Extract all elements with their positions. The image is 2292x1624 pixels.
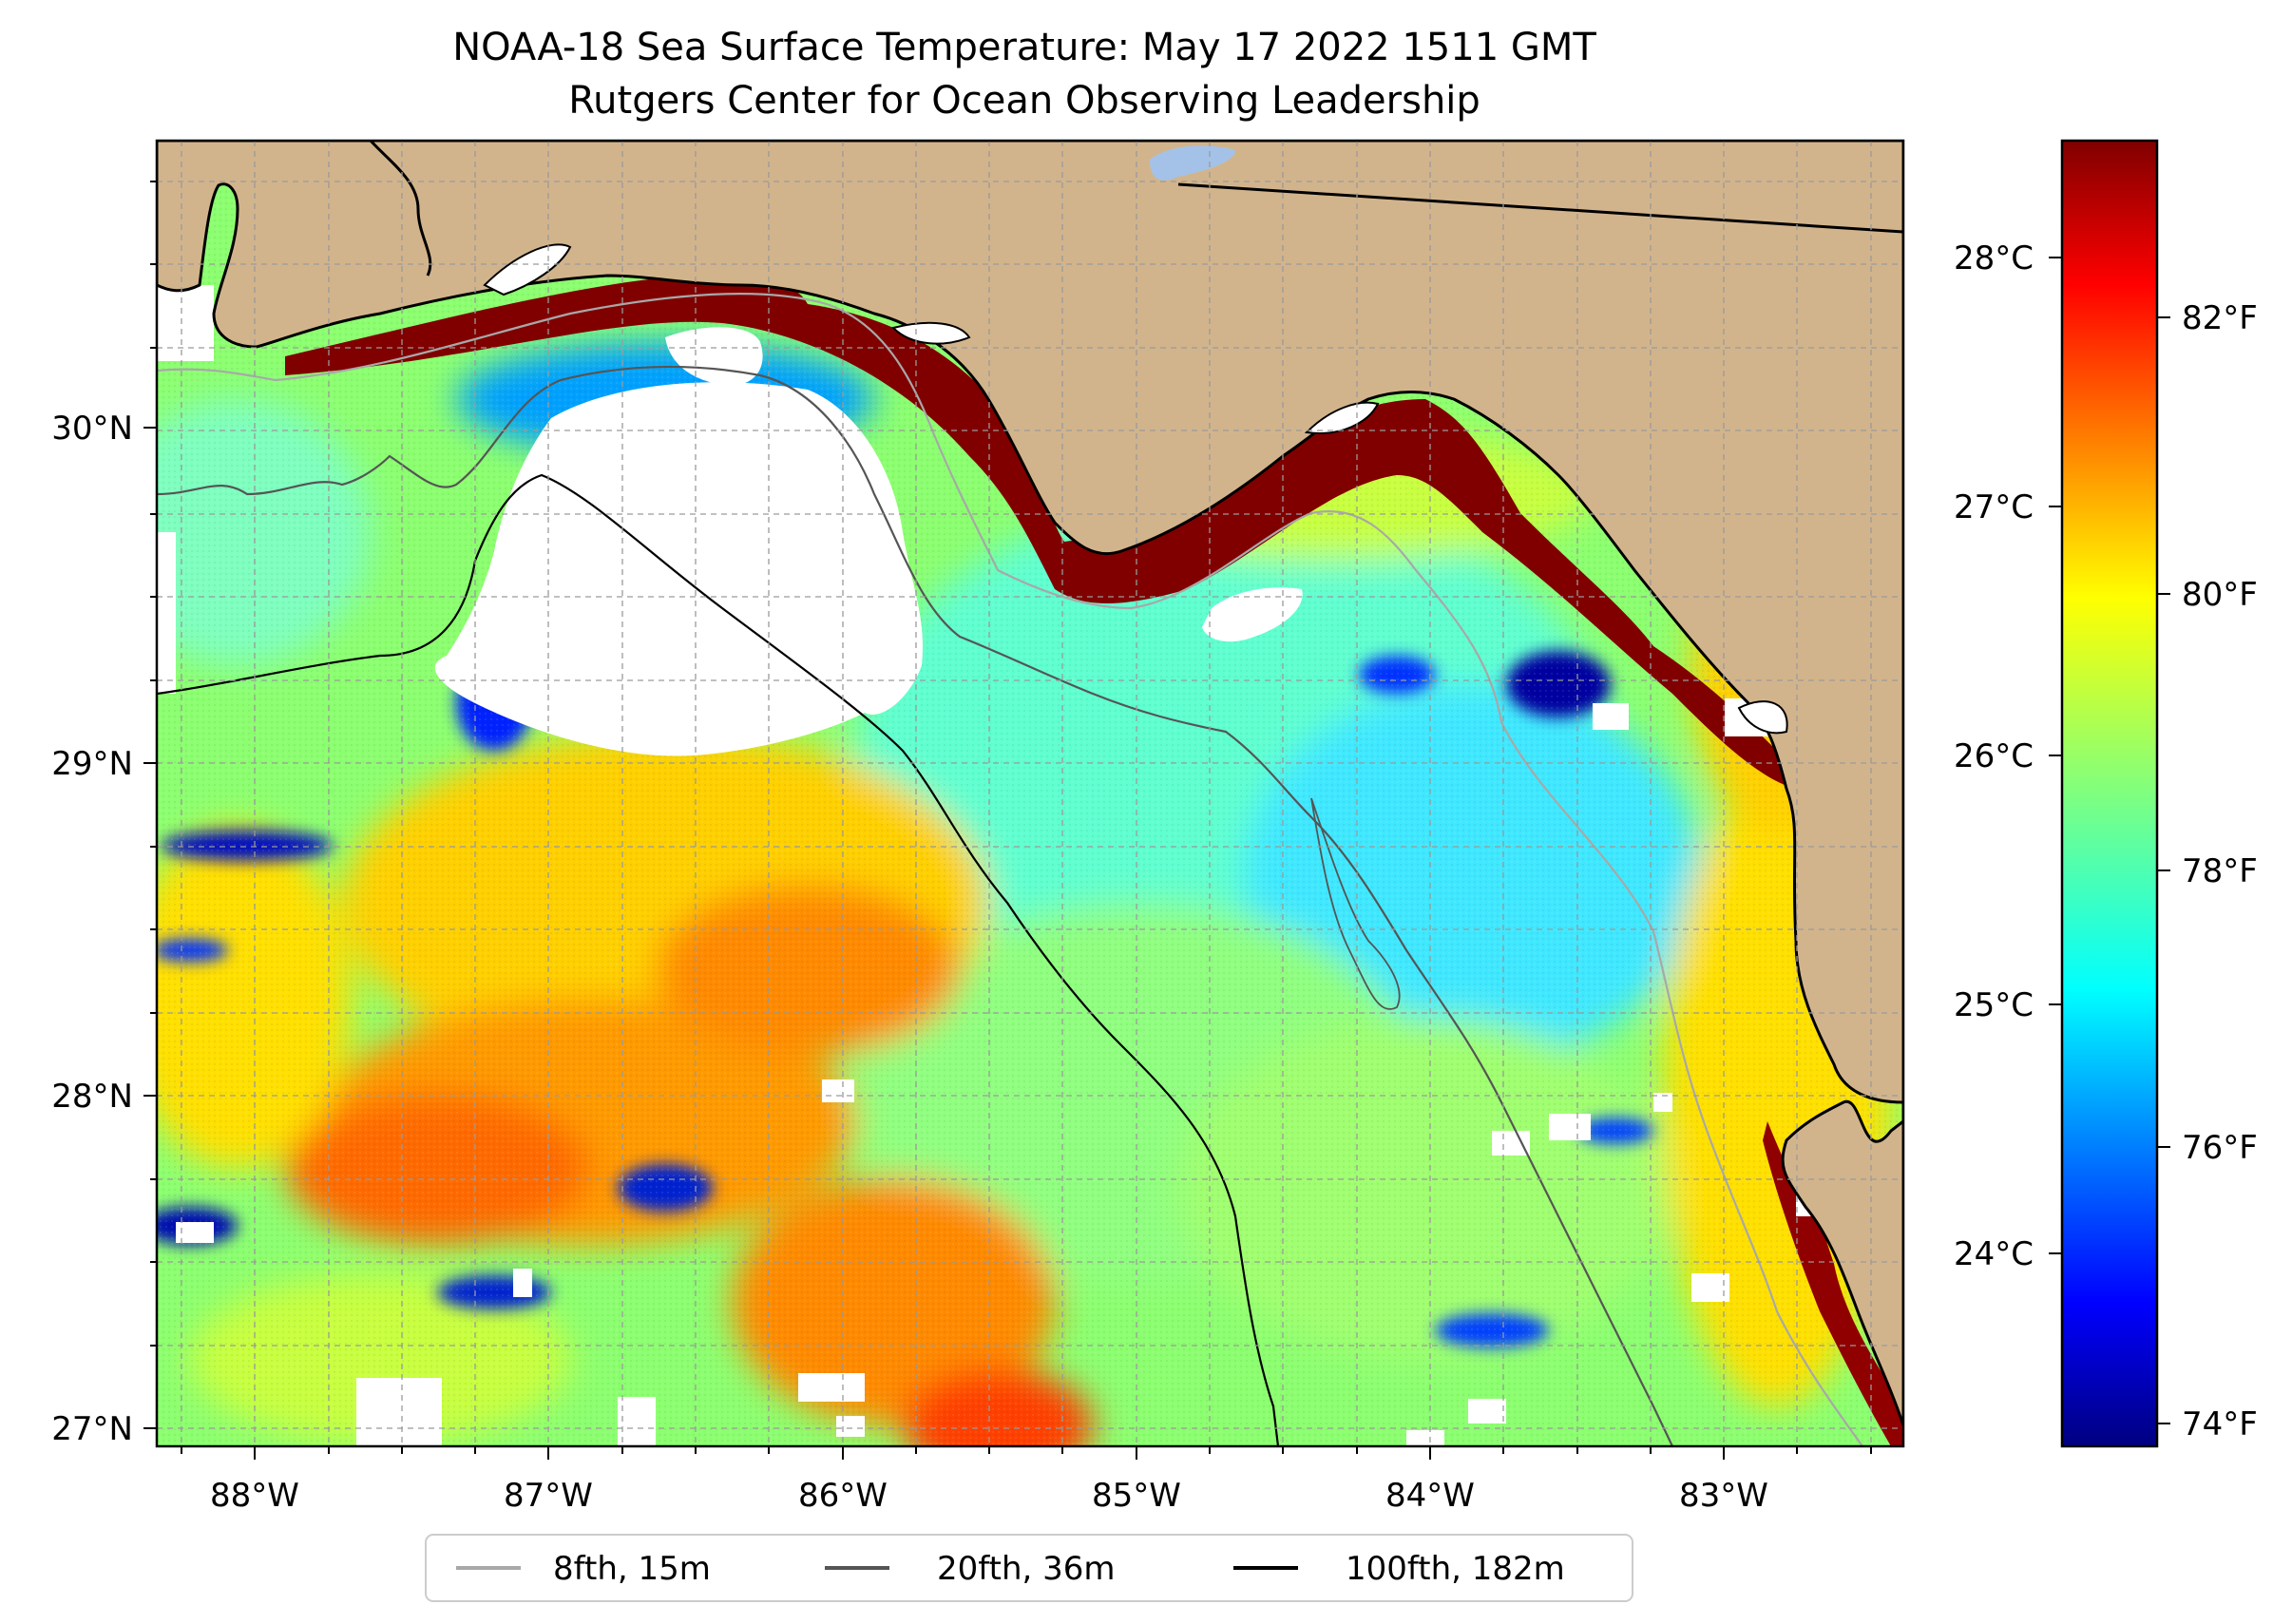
fahrenheit-label: 78°F [2182, 852, 2258, 890]
lon-tick-label: 86°W [798, 1477, 888, 1515]
fahrenheit-label: 74°F [2182, 1405, 2258, 1443]
colorbar [2060, 139, 2159, 1448]
celsius-label: 27°C [1954, 488, 2034, 526]
state-border [1177, 182, 1903, 234]
gridlines [157, 141, 1903, 1446]
lon-labels: 88°W 87°W 86°W 85°W 84°W 83°W [210, 1477, 1768, 1515]
legend: 8fth, 15m 20fth, 36m 100fth, 182m [425, 1534, 1633, 1602]
title-line-2: Rutgers Center for Ocean Observing Leade… [568, 79, 1480, 123]
lat-labels: 30°N 29°N 28°N 27°N [51, 410, 133, 1448]
lat-tick-label: 30°N [51, 410, 133, 448]
lat-tick-label: 28°N [51, 1078, 133, 1116]
contour-20fth [157, 365, 1673, 1446]
lon-tick-label: 83°W [1679, 1477, 1768, 1515]
colorbar-celsius-labels: 28°C 27°C 26°C 25°C 24°C [1954, 239, 2034, 1273]
legend-box [425, 1534, 1633, 1602]
lat-tick-label: 29°N [51, 745, 133, 783]
map-area [157, 141, 1903, 1446]
contour-100fth [157, 473, 1280, 1446]
lat-tick-label: 27°N [51, 1410, 133, 1448]
axis-ticks [143, 181, 1872, 1460]
celsius-label: 26°C [1954, 737, 2034, 775]
lon-tick-label: 88°W [210, 1477, 299, 1515]
title-line-1: NOAA-18 Sea Surface Temperature: May 17 … [452, 26, 1596, 69]
lon-tick-label: 84°W [1385, 1477, 1475, 1515]
lon-tick-label: 85°W [1092, 1477, 1181, 1515]
contour-8fth [157, 293, 1863, 1446]
legend-label: 20fth, 36m [937, 1550, 1116, 1588]
colorbar-fahrenheit-labels: 82°F 80°F 78°F 76°F 74°F [2182, 299, 2258, 1443]
map-frame [155, 139, 1905, 1448]
legend-label: 100fth, 182m [1346, 1550, 1565, 1588]
legend-label: 8fth, 15m [553, 1550, 711, 1588]
lon-tick-label: 87°W [504, 1477, 593, 1515]
celsius-label: 24°C [1954, 1235, 2034, 1273]
lake [1150, 145, 1235, 181]
fahrenheit-label: 76°F [2182, 1129, 2258, 1167]
coastal-warm-band [285, 273, 1796, 789]
colorbar-ticks [2049, 257, 2170, 1424]
fahrenheit-label: 82°F [2182, 299, 2258, 337]
fahrenheit-label: 80°F [2182, 576, 2258, 614]
celsius-label: 25°C [1954, 986, 2034, 1024]
celsius-label: 28°C [1954, 239, 2034, 277]
